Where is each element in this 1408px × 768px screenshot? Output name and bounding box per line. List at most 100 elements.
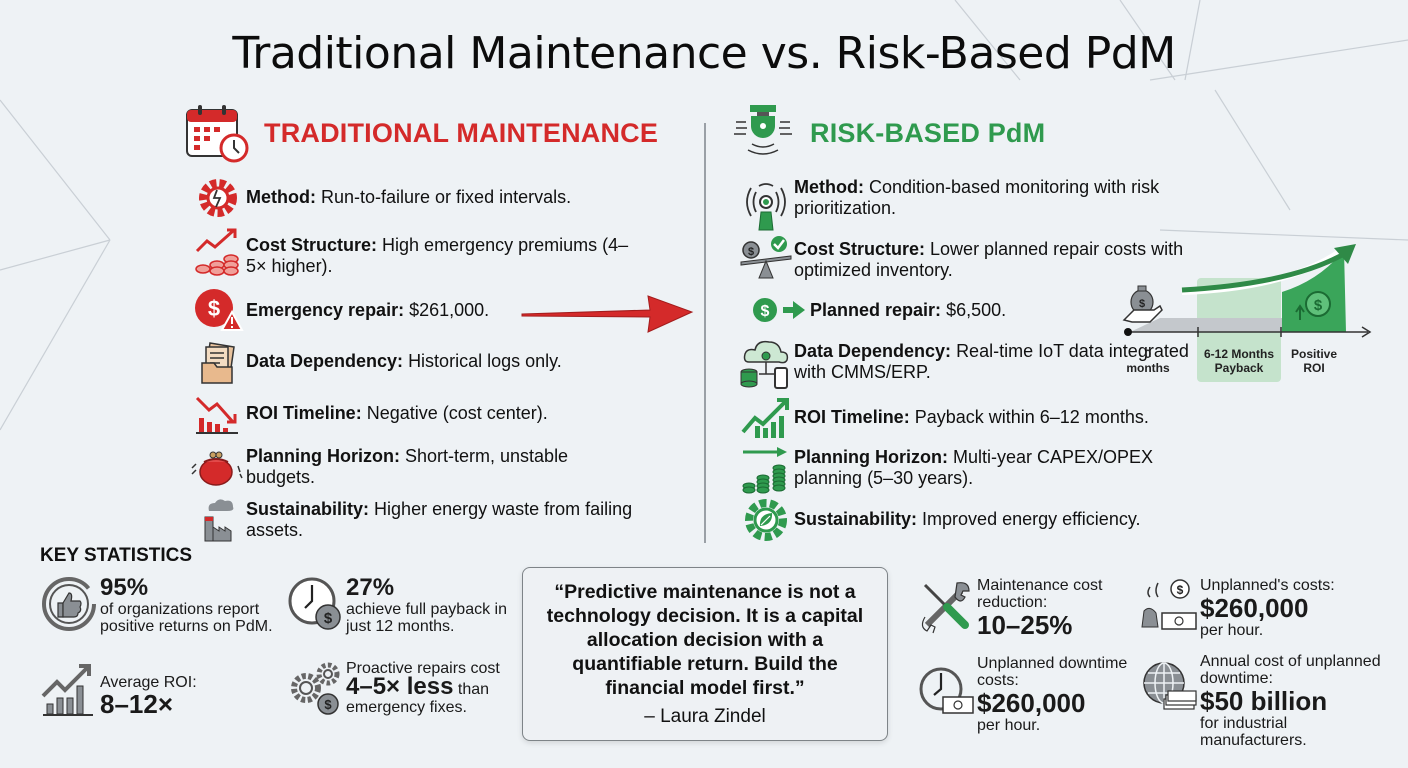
sustainability-label: Sustainability:: [794, 509, 918, 529]
stat-pre-text: Annual cost of unplanned downtime:: [1200, 653, 1381, 687]
factory-smoke-icon: [190, 498, 246, 542]
planning-text: Multi-year CAPEX/OPEX planning (5–30 yea…: [794, 447, 1154, 488]
svg-text:$: $: [208, 296, 220, 321]
comparison-arrow-icon: [520, 286, 695, 343]
risk-based-title: RISK-BASED PdM: [810, 117, 1046, 148]
stat-big-value: $260,000: [977, 688, 1086, 718]
method-label: Method:: [246, 187, 316, 207]
stat-proactive-repairs: $ Proactive repairs cost 4–5× less than …: [284, 660, 524, 718]
growth-chart-icon: [738, 396, 794, 440]
planning-label: Planning Horizon:: [246, 446, 400, 466]
data-label: Data Dependency:: [246, 351, 404, 371]
money-bag-hand-icon: $: [1122, 285, 1163, 323]
sensor-camera-icon: [734, 105, 792, 155]
svg-text:$: $: [761, 303, 770, 320]
globe-money-icon: [1138, 653, 1200, 749]
timeline-start-label: 0 months: [1126, 347, 1170, 375]
emergency-label: Emergency repair:: [246, 300, 405, 320]
stat-post-text: per hour.: [977, 717, 1041, 734]
wrench-screwdriver-icon: [915, 577, 977, 639]
stat-pre-text: Proactive repairs cost: [346, 660, 500, 677]
risk-cost-row: $ Cost Structure: Lower planned repair c…: [738, 236, 1198, 281]
risk-data-row: Data Dependency: Real-time IoT data inte…: [738, 338, 1198, 390]
page-title: Traditional Maintenance vs. Risk-Based P…: [232, 28, 1176, 79]
traditional-roi-row: ROI Timeline: Negative (cost center).: [190, 392, 670, 436]
risk-planning-row: Planning Horizon: Multi-year CAPEX/OPEX …: [738, 446, 1198, 494]
leaf-gear-icon: [738, 498, 794, 542]
stat-annual-downtime-cost: Annual cost of unplanned downtime: $50 bi…: [1138, 653, 1398, 749]
planned-label: Planned repair:: [810, 300, 942, 320]
bar-chart-arrow-icon: [38, 662, 100, 718]
cost-text: High emergency premiums (4–5× higher).: [246, 235, 629, 276]
stat-post-text: for industrial manufacturers.: [1200, 715, 1307, 749]
roi-label: ROI Timeline:: [246, 403, 362, 423]
roi-text: Payback within 6–12 months.: [914, 407, 1149, 427]
method-text: Run-to-failure or fixed intervals.: [321, 187, 572, 207]
stat-unplanned-downtime: Unplanned downtime costs: $260,000 per hou…: [915, 655, 1135, 734]
stat-big-value: $50 billion: [1200, 686, 1328, 716]
cost-label: Cost Structure:: [246, 235, 378, 255]
roi-label: ROI Timeline:: [794, 407, 910, 427]
traditional-emergency-row: $ Emergency repair: $261,000.: [190, 288, 670, 332]
stat-average-roi: Average ROI: 8–12×: [38, 662, 278, 718]
coin-stacks-arrow-icon: [738, 446, 794, 494]
stopwatch-money-icon: [915, 655, 977, 734]
clock-dollar-icon: $: [284, 575, 346, 635]
smoke-money-icon: $: [1138, 577, 1200, 639]
stat-big-value: 4–5× less: [346, 673, 454, 700]
svg-text:$: $: [324, 610, 333, 627]
stat-big-value: 8–12×: [100, 689, 174, 719]
stat-text: of organizations report positive returns…: [100, 601, 273, 635]
data-label: Data Dependency:: [794, 341, 952, 361]
cloud-database-device-icon: [738, 338, 794, 390]
calendar-clock-icon: [186, 105, 249, 163]
coin-purse-icon: [186, 446, 246, 490]
risk-sustainability-row: Sustainability: Improved energy efficien…: [738, 498, 1198, 542]
traditional-title: TRADITIONAL MAINTENANCE: [264, 117, 659, 148]
stat-pre-text: Unplanned downtime costs:: [977, 655, 1128, 689]
svg-text:$: $: [748, 246, 754, 258]
stat-full-payback: $ 27% achieve full payback in just 12 mon…: [284, 575, 524, 635]
svg-text:$: $: [1177, 583, 1184, 597]
cost-text: Lower planned repair costs with optimize…: [794, 239, 1184, 280]
column-divider: [704, 123, 706, 543]
traditional-method-row: Method: Run-to-failure or fixed interval…: [190, 176, 670, 220]
traditional-planning-row: Planning Horizon: Short-term, unstable b…: [186, 446, 666, 490]
quote-author: – Laura Zindel: [644, 706, 766, 727]
declining-chart-icon: [190, 392, 246, 436]
gears-dollar-icon: $: [284, 660, 346, 718]
timeline-roi-label: Positive ROI: [1290, 347, 1338, 375]
dollar-warning-icon: $: [190, 288, 246, 332]
planning-text: Short-term, unstable budgets.: [246, 446, 569, 487]
risk-planned-row: $ Planned repair: $6,500.: [750, 296, 1190, 324]
stat-big-value: 10–25%: [977, 610, 1073, 640]
method-label: Method:: [794, 177, 864, 197]
quote-card: “Predictive maintenance is not a technol…: [522, 567, 888, 741]
stat-post-text: than emergency fixes.: [346, 681, 490, 716]
quote-text: “Predictive maintenance is not a technol…: [546, 581, 864, 699]
data-text: Historical logs only.: [408, 351, 562, 371]
traditional-sustainability-row: Sustainability: Higher energy waste from…: [190, 498, 670, 542]
svg-text:$: $: [324, 697, 332, 712]
traditional-heading: TRADITIONAL MAINTENANCE: [184, 102, 658, 164]
risk-roi-row: ROI Timeline: Payback within 6–12 months…: [738, 396, 1198, 440]
stat-post-text: per hour.: [1200, 622, 1264, 639]
emergency-text: $261,000.: [409, 300, 490, 320]
traditional-cost-row: Cost Structure: High emergency premiums …: [190, 228, 670, 277]
stat-maintenance-cost-reduction: Maintenance cost reduction: 10–25%: [915, 577, 1125, 639]
stat-pre-text: Maintenance cost reduction:: [977, 577, 1103, 611]
stat-pre-text: Average ROI:: [100, 674, 197, 691]
balance-scale-check-icon: $: [738, 236, 794, 280]
thumbs-up-ring-icon: [38, 575, 100, 635]
sustainability-label: Sustainability:: [246, 499, 370, 519]
stat-unplanned-costs: $ Unplanned's costs: $260,000 per hour.: [1138, 577, 1388, 639]
folder-documents-icon: [190, 340, 246, 384]
svg-text:$: $: [1139, 298, 1145, 310]
sustainability-text: Improved energy efficiency.: [922, 509, 1141, 529]
stat-pre-text: Unplanned's costs:: [1200, 577, 1335, 594]
wireless-sensor-icon: [738, 176, 794, 236]
risk-based-heading: RISK-BASED PdM: [730, 102, 1045, 164]
cost-label: Cost Structure:: [794, 239, 926, 259]
broken-gear-icon: [190, 176, 246, 220]
dollar-arrow-icon: $: [750, 296, 810, 324]
